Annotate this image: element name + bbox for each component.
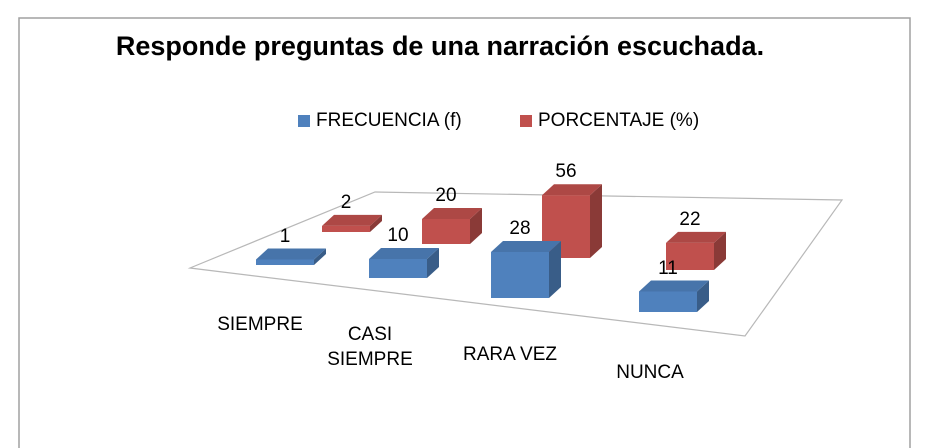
bar (666, 242, 714, 270)
bar (322, 225, 370, 232)
legend-label: FRECUENCIA (f) (316, 110, 462, 131)
bar-side (697, 280, 709, 312)
bar-top (256, 248, 326, 260)
bar-side (427, 248, 439, 278)
data-label: 56 (555, 161, 577, 183)
bar-top (369, 248, 439, 259)
bar-side (470, 208, 482, 244)
x-tick-label: NUNCA (616, 362, 684, 383)
x-tick-label: CASI SIEMPRE (327, 324, 413, 370)
data-label: 1 (279, 225, 291, 247)
bar (491, 252, 549, 298)
legend-label: PORCENTAJE (%) (538, 110, 700, 131)
bar-top (422, 208, 482, 219)
bar-top (491, 241, 561, 252)
bar-side (370, 214, 382, 232)
bar (369, 259, 427, 278)
legend-swatch (298, 115, 310, 127)
bar-side (549, 241, 561, 298)
data-label: 28 (509, 218, 531, 239)
legend-item: PORCENTAJE (%) (520, 110, 699, 132)
x-tick-label: SIEMPRE (217, 314, 303, 335)
bar-side (714, 231, 726, 270)
bar-top (542, 184, 602, 196)
chart-title: Responde preguntas de una narración escu… (115, 31, 765, 61)
bar-top (322, 214, 382, 226)
bar-top (639, 280, 709, 292)
bar (639, 291, 697, 312)
data-label: 22 (679, 208, 701, 230)
chart-border (18, 17, 911, 448)
bar (422, 219, 470, 244)
data-label: 10 (387, 225, 409, 246)
legend-item: FRECUENCIA (f) (298, 110, 462, 132)
x-tick-label: RARA VEZ (463, 344, 557, 365)
bar (256, 259, 314, 265)
data-label: 2 (340, 191, 352, 213)
data-label: 11 (658, 257, 678, 279)
bar-side (590, 184, 602, 258)
bar-top (666, 231, 726, 243)
legend-swatch (520, 115, 532, 127)
bar-side (314, 248, 326, 265)
data-label: 20 (435, 185, 457, 206)
